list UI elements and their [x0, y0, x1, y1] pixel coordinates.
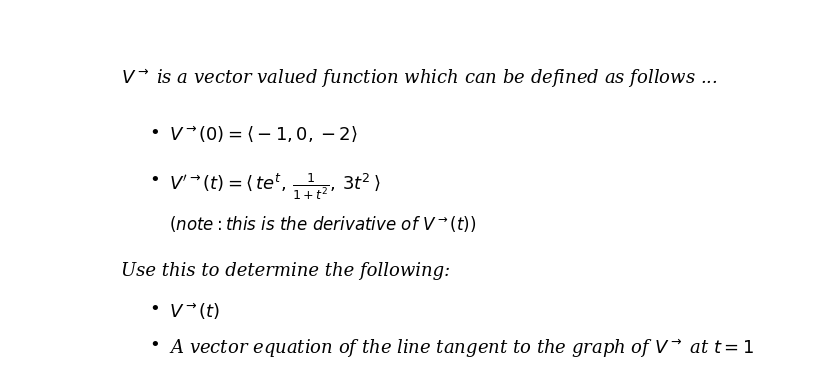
- Text: $V'^{\rightarrow}(t) = \langle\, te^{t},\, \frac{1}{1+t^{2}},\, 3t^{2}\,\rangle$: $V'^{\rightarrow}(t) = \langle\, te^{t},…: [168, 172, 380, 203]
- Text: $V^{\rightarrow}(0) = \langle -1, 0, -2 \rangle$: $V^{\rightarrow}(0) = \langle -1, 0, -2 …: [168, 124, 357, 144]
- Text: •: •: [150, 337, 160, 355]
- Text: Use this to determine the following:: Use this to determine the following:: [121, 262, 450, 280]
- Text: •: •: [150, 172, 160, 191]
- Text: $V^{\rightarrow}(t)$: $V^{\rightarrow}(t)$: [168, 301, 220, 322]
- Text: $(note: this\ is\ the\ derivative\ of\ V^{\rightarrow}(t))$: $(note: this\ is\ the\ derivative\ of\ V…: [168, 214, 476, 235]
- Text: $V^{\rightarrow}$ is a vector valued function which can be defined as follows ..: $V^{\rightarrow}$ is a vector valued fun…: [121, 68, 718, 90]
- Text: •: •: [150, 301, 160, 319]
- Text: A vector equation of the line tangent to the graph of $V^{\rightarrow}$ at $t = : A vector equation of the line tangent to…: [168, 337, 753, 360]
- Text: •: •: [150, 124, 160, 142]
